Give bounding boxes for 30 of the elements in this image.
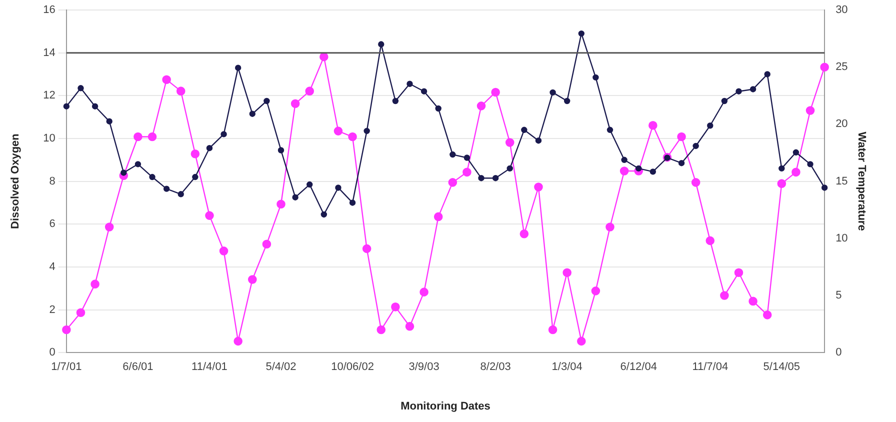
y2-tick-label: 5 — [836, 290, 842, 302]
y2-tick-label: 30 — [836, 4, 848, 16]
y2-tick-label: 25 — [836, 61, 848, 74]
y2-tick-label: 0 — [836, 346, 842, 359]
y2-tick-label: 15 — [836, 175, 848, 188]
y-tick-label: 14 — [43, 46, 56, 59]
x-tick-label: 6/12/04 — [620, 361, 657, 374]
x-tick-label: 11/7/04 — [692, 361, 728, 374]
x-tick-label: 11/4/01 — [192, 361, 228, 374]
y2-tick-label: 20 — [836, 118, 848, 130]
x-tick-label: 8/2/03 — [480, 361, 511, 374]
y-tick-label: 16 — [43, 4, 56, 16]
y-tick-label: 0 — [49, 346, 56, 359]
y-tick-label: 6 — [49, 218, 56, 230]
y-tick-label: 10 — [43, 132, 56, 145]
y-tick-label: 4 — [49, 260, 56, 273]
y2-tick-label: 10 — [836, 232, 848, 244]
x-axis-title: Monitoring Dates — [400, 400, 490, 412]
x-tick-label: 3/9/03 — [408, 361, 440, 374]
x-tick-label: 5/14/05 — [763, 361, 800, 374]
x-tick-label: 10/06/02 — [331, 361, 374, 374]
y-tick-label: 12 — [43, 90, 56, 102]
x-tick-label: 1/7/01 — [51, 361, 82, 374]
y-tick-label: 8 — [49, 175, 56, 188]
y-axis-title: Dissolved Oxygen — [10, 133, 22, 229]
x-tick-label: 6/6/01 — [122, 361, 154, 374]
x-tick-label: 1/3/04 — [552, 361, 582, 374]
x-tick-label: 5/4/02 — [266, 361, 296, 374]
y-tick-label: 2 — [49, 304, 56, 316]
y2-axis-title: Water Temperature — [855, 132, 868, 231]
